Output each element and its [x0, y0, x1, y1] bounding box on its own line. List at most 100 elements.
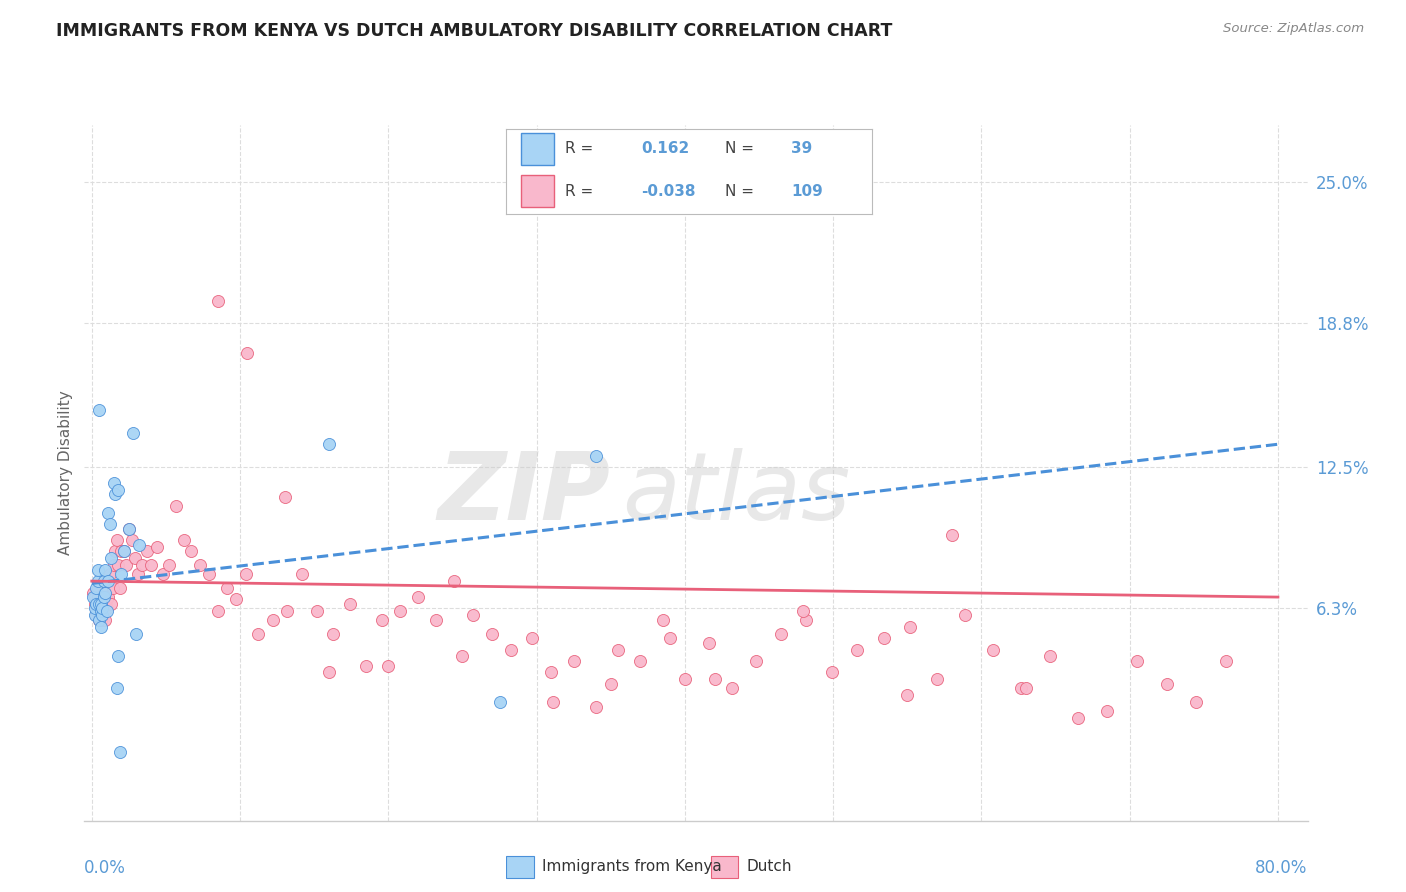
Point	[83, 597, 105, 611]
Text: 80.0%: 80.0%	[1256, 859, 1308, 877]
Text: ZIP: ZIP	[437, 448, 610, 540]
Point	[146, 540, 169, 554]
Point	[86, 574, 108, 588]
Text: Source: ZipAtlas.com: Source: ZipAtlas.com	[1223, 22, 1364, 36]
Point	[91, 601, 114, 615]
Text: Immigrants from Kenya: Immigrants from Kenya	[541, 859, 721, 873]
FancyBboxPatch shape	[520, 133, 554, 165]
Point	[562, 654, 585, 668]
Point	[501, 642, 523, 657]
Point	[198, 567, 221, 582]
Point	[98, 517, 121, 532]
Point	[246, 626, 269, 640]
Point	[703, 672, 725, 686]
Point	[86, 563, 108, 577]
Point	[121, 533, 143, 547]
Point	[659, 631, 682, 645]
Point	[115, 558, 138, 573]
Point	[127, 567, 149, 582]
Point	[91, 601, 114, 615]
Point	[91, 597, 114, 611]
Point	[110, 567, 132, 582]
Text: 39: 39	[792, 141, 813, 156]
Point	[93, 585, 115, 599]
Point	[89, 403, 111, 417]
Point	[82, 585, 104, 599]
Point	[97, 574, 120, 588]
Point	[406, 590, 429, 604]
Point	[84, 597, 107, 611]
Point	[105, 681, 128, 696]
Point	[101, 581, 124, 595]
Point	[152, 567, 174, 582]
Point	[318, 437, 340, 451]
Point	[235, 567, 257, 582]
Point	[84, 604, 107, 618]
Point	[83, 608, 105, 623]
Point	[188, 558, 211, 573]
Point	[1097, 704, 1119, 718]
Point	[215, 581, 238, 595]
Point	[104, 487, 127, 501]
Text: R =: R =	[565, 184, 593, 199]
Point	[443, 574, 465, 588]
FancyBboxPatch shape	[520, 175, 554, 207]
Point	[107, 558, 129, 573]
Point	[112, 544, 135, 558]
Point	[953, 608, 976, 623]
Point	[481, 626, 503, 640]
Point	[925, 672, 948, 686]
Point	[792, 604, 814, 618]
Point	[86, 590, 108, 604]
Point	[96, 604, 118, 618]
Point	[180, 544, 202, 558]
Point	[110, 544, 132, 558]
Point	[389, 604, 412, 618]
Point	[93, 590, 115, 604]
Point	[93, 574, 115, 588]
Point	[97, 590, 120, 604]
Point	[1126, 654, 1149, 668]
Point	[276, 604, 298, 618]
Point	[118, 522, 141, 536]
Point	[100, 551, 122, 566]
Point	[89, 613, 111, 627]
Text: -0.038: -0.038	[641, 184, 696, 199]
Point	[112, 544, 135, 558]
Point	[607, 642, 630, 657]
Point	[89, 594, 111, 608]
Point	[845, 642, 868, 657]
Point	[318, 665, 340, 680]
Point	[83, 601, 105, 615]
Point	[673, 672, 696, 686]
Point	[941, 528, 963, 542]
Point	[100, 597, 122, 611]
Point	[91, 608, 114, 623]
Text: atlas: atlas	[623, 448, 851, 539]
Point	[84, 608, 107, 623]
Point	[105, 533, 128, 547]
Point	[339, 597, 361, 611]
Point	[628, 654, 651, 668]
Point	[1215, 654, 1237, 668]
Point	[173, 533, 195, 547]
Point	[898, 620, 921, 634]
Point	[207, 293, 229, 308]
Text: N =: N =	[725, 141, 755, 156]
Point	[697, 636, 720, 650]
Point	[89, 604, 111, 618]
Point	[94, 613, 117, 627]
Point	[108, 581, 131, 595]
Point	[1010, 681, 1032, 696]
Point	[90, 604, 112, 618]
Point	[93, 574, 115, 588]
Point	[125, 626, 148, 640]
Point	[98, 567, 121, 582]
Point	[1015, 681, 1038, 696]
Point	[796, 613, 818, 627]
Point	[745, 654, 768, 668]
Y-axis label: Ambulatory Disability: Ambulatory Disability	[58, 391, 73, 555]
Point	[1156, 677, 1178, 691]
Text: 109: 109	[792, 184, 823, 199]
Point	[165, 499, 187, 513]
